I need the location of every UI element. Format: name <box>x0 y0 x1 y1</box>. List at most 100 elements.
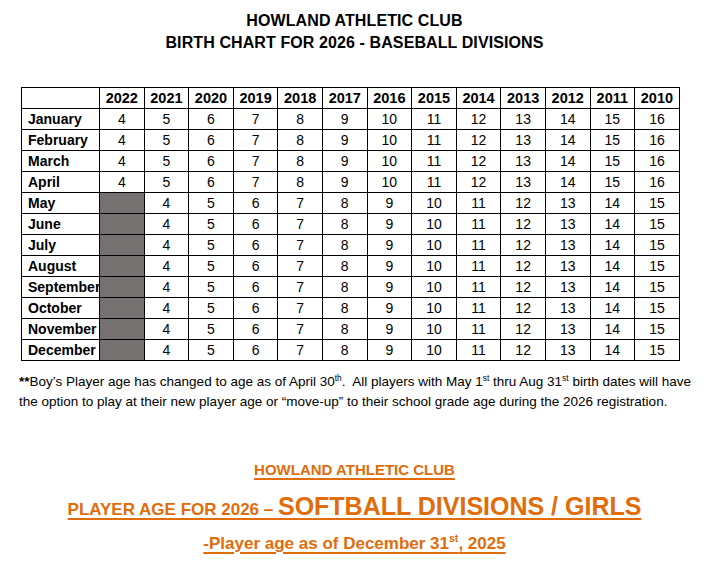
age-cell: 15 <box>590 109 635 130</box>
age-cell: 8 <box>322 340 367 361</box>
empty-age-cell <box>100 298 145 319</box>
year-column-header: 2020 <box>189 88 234 109</box>
age-cell: 11 <box>456 277 501 298</box>
age-cell: 10 <box>367 172 412 193</box>
age-cell: 11 <box>412 172 457 193</box>
table-row: August456789101112131415 <box>22 256 680 277</box>
age-cell: 5 <box>144 109 189 130</box>
year-column-header: 2011 <box>590 88 635 109</box>
age-cell: 15 <box>635 256 680 277</box>
document-page: HOWLAND ATHLETIC CLUB BIRTH CHART FOR 20… <box>0 0 709 563</box>
month-row-header: November <box>22 319 100 340</box>
age-cell: 15 <box>635 235 680 256</box>
age-cell: 14 <box>545 130 590 151</box>
softball-date-note: -Player age as of December 31st, 2025 <box>0 533 709 555</box>
age-cell: 4 <box>144 256 189 277</box>
month-row-header: July <box>22 235 100 256</box>
age-cell: 6 <box>233 319 278 340</box>
age-cell: 10 <box>412 298 457 319</box>
age-cell: 15 <box>635 340 680 361</box>
age-cell: 13 <box>501 109 546 130</box>
age-cell: 14 <box>545 151 590 172</box>
age-cell: 6 <box>233 277 278 298</box>
age-cell: 11 <box>456 256 501 277</box>
softball-subheading: PLAYER AGE FOR 2026 – SOFTBALL DIVISIONS… <box>0 491 709 525</box>
year-column-header: 2015 <box>412 88 457 109</box>
softball-section: HOWLAND ATHLETIC CLUB PLAYER AGE FOR 202… <box>0 460 709 555</box>
table-row: July456789101112131415 <box>22 235 680 256</box>
age-cell: 10 <box>367 109 412 130</box>
table-row: December456789101112131415 <box>22 340 680 361</box>
age-cell: 8 <box>278 151 323 172</box>
corner-header-cell <box>22 88 100 109</box>
age-cell: 10 <box>412 256 457 277</box>
age-cell: 7 <box>278 340 323 361</box>
document-title: HOWLAND ATHLETIC CLUB BIRTH CHART FOR 20… <box>0 10 709 54</box>
age-cell: 5 <box>144 172 189 193</box>
age-cell: 11 <box>412 130 457 151</box>
age-cell: 6 <box>233 256 278 277</box>
age-cell: 13 <box>545 319 590 340</box>
age-cell: 9 <box>322 151 367 172</box>
year-column-header: 2016 <box>367 88 412 109</box>
age-cell: 16 <box>635 109 680 130</box>
age-cell: 4 <box>100 172 145 193</box>
age-cell: 10 <box>412 214 457 235</box>
age-cell: 11 <box>456 298 501 319</box>
month-row-header: April <box>22 172 100 193</box>
year-column-header: 2019 <box>233 88 278 109</box>
age-cell: 11 <box>456 340 501 361</box>
age-cell: 5 <box>144 130 189 151</box>
age-cell: 14 <box>545 172 590 193</box>
month-row-header: September <box>22 277 100 298</box>
softball-subheading-emphasis: SOFTBALL DIVISIONS / GIRLS <box>278 492 641 520</box>
softball-heading-text: HOWLAND ATHLETIC CLUB <box>254 461 455 478</box>
age-cell: 8 <box>322 193 367 214</box>
age-cell: 9 <box>322 109 367 130</box>
age-cell: 13 <box>501 151 546 172</box>
age-cell: 5 <box>189 277 234 298</box>
age-cell: 15 <box>635 298 680 319</box>
age-cell: 9 <box>367 340 412 361</box>
age-cell: 10 <box>412 340 457 361</box>
age-cell: 15 <box>590 172 635 193</box>
age-cell: 16 <box>635 130 680 151</box>
table-row: March45678910111213141516 <box>22 151 680 172</box>
year-column-header: 2013 <box>501 88 546 109</box>
age-cell: 16 <box>635 151 680 172</box>
age-cell: 15 <box>590 151 635 172</box>
age-cell: 9 <box>322 130 367 151</box>
month-row-header: March <box>22 151 100 172</box>
empty-age-cell <box>100 193 145 214</box>
age-cell: 6 <box>233 340 278 361</box>
age-cell: 12 <box>456 130 501 151</box>
empty-age-cell <box>100 235 145 256</box>
age-cell: 5 <box>189 235 234 256</box>
empty-age-cell <box>100 256 145 277</box>
age-cell: 4 <box>144 298 189 319</box>
age-cell: 8 <box>322 256 367 277</box>
age-cell: 8 <box>322 277 367 298</box>
age-cell: 8 <box>322 235 367 256</box>
month-row-header: December <box>22 340 100 361</box>
age-cell: 12 <box>501 298 546 319</box>
age-cell: 10 <box>412 277 457 298</box>
age-cell: 15 <box>635 193 680 214</box>
month-row-header: February <box>22 130 100 151</box>
table-row: November456789101112131415 <box>22 319 680 340</box>
age-cell: 4 <box>144 277 189 298</box>
empty-age-cell <box>100 319 145 340</box>
age-cell: 7 <box>278 214 323 235</box>
month-row-header: June <box>22 214 100 235</box>
empty-age-cell <box>100 340 145 361</box>
age-cell: 12 <box>501 235 546 256</box>
age-cell: 4 <box>144 319 189 340</box>
document-title-line1: HOWLAND ATHLETIC CLUB <box>0 10 709 32</box>
age-cell: 13 <box>545 193 590 214</box>
age-cell: 7 <box>278 193 323 214</box>
age-cell: 15 <box>590 130 635 151</box>
age-cell: 14 <box>545 109 590 130</box>
age-cell: 8 <box>278 130 323 151</box>
age-cell: 5 <box>189 193 234 214</box>
month-row-header: May <box>22 193 100 214</box>
